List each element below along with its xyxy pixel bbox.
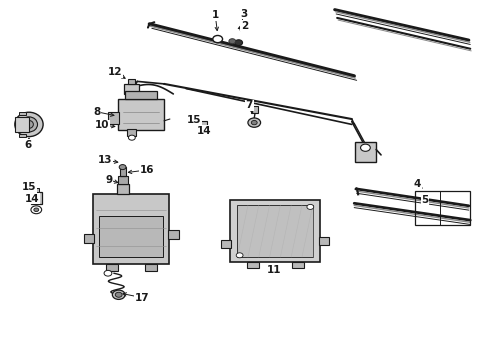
Text: 7: 7 (245, 100, 253, 111)
Bar (93, 194, 168, 264)
Bar (127, 129, 136, 136)
Circle shape (212, 36, 222, 42)
Bar (99, 216, 163, 257)
Text: 3: 3 (240, 9, 246, 19)
Circle shape (247, 118, 260, 127)
Bar (291, 262, 304, 268)
Bar (125, 91, 157, 99)
Text: 6: 6 (24, 140, 31, 150)
Circle shape (251, 121, 257, 125)
Bar (167, 230, 178, 239)
Bar (124, 84, 139, 94)
Bar (199, 121, 206, 130)
Circle shape (198, 129, 207, 135)
Bar (105, 264, 118, 271)
Text: 15: 15 (186, 115, 201, 125)
Text: 17: 17 (135, 293, 149, 303)
Text: 15: 15 (21, 182, 36, 192)
Bar (118, 176, 128, 184)
Bar (118, 99, 163, 130)
Text: 9: 9 (105, 175, 112, 185)
Ellipse shape (20, 117, 38, 132)
Bar (229, 200, 320, 262)
Bar (354, 142, 375, 162)
Circle shape (112, 290, 125, 300)
Bar (108, 112, 119, 125)
Bar (144, 264, 157, 271)
Bar (221, 240, 230, 248)
Circle shape (104, 270, 112, 276)
Circle shape (128, 135, 135, 140)
Ellipse shape (15, 112, 43, 136)
Circle shape (228, 39, 235, 44)
Bar (251, 106, 258, 113)
Bar (117, 184, 129, 194)
Circle shape (236, 253, 243, 258)
Text: 16: 16 (140, 165, 154, 175)
Bar (414, 191, 469, 225)
Circle shape (306, 204, 313, 210)
Bar (19, 112, 26, 115)
Text: 2: 2 (241, 21, 247, 31)
Bar (128, 78, 135, 84)
Text: 11: 11 (266, 265, 281, 275)
Bar (319, 237, 328, 244)
Circle shape (34, 208, 39, 212)
Circle shape (119, 165, 126, 170)
Circle shape (115, 292, 122, 297)
Bar (33, 188, 39, 192)
Text: 1: 1 (211, 10, 219, 20)
Text: 14: 14 (197, 126, 211, 135)
Text: 13: 13 (98, 155, 113, 165)
Bar (120, 167, 126, 176)
Bar (237, 205, 312, 257)
Text: 8: 8 (93, 107, 101, 117)
Text: 14: 14 (25, 194, 40, 204)
Bar (19, 134, 26, 136)
Bar (15, 117, 29, 132)
Text: 12: 12 (108, 67, 122, 77)
Circle shape (360, 144, 369, 151)
Text: 10: 10 (95, 120, 109, 130)
Bar (31, 192, 41, 204)
Ellipse shape (24, 121, 33, 129)
Circle shape (31, 206, 41, 214)
Bar (83, 234, 94, 243)
Text: 4: 4 (413, 179, 421, 189)
Text: 5: 5 (421, 195, 427, 205)
Circle shape (234, 40, 242, 45)
Bar (246, 262, 259, 268)
